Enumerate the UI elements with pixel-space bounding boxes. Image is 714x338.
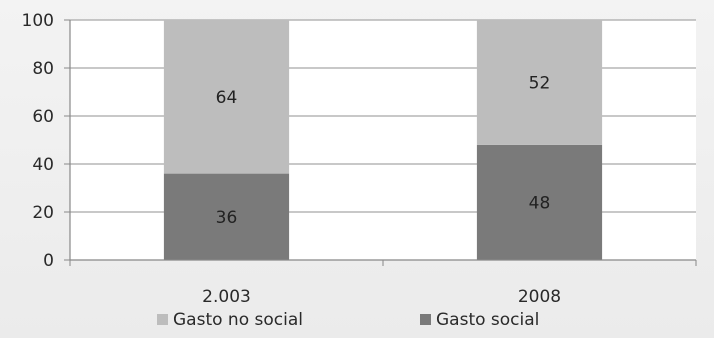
y-tick-label: 40 bbox=[32, 155, 54, 175]
x-category-label: 2008 bbox=[518, 287, 561, 307]
axes bbox=[64, 19, 697, 266]
bars bbox=[163, 20, 603, 260]
labels: 0 20 40 60 80 100 36 64 2.003 48 52 2008 bbox=[22, 11, 562, 307]
y-tick-label: 80 bbox=[32, 59, 54, 79]
bar-segment-gasto-no-social bbox=[163, 20, 290, 174]
y-tick-label: 20 bbox=[32, 203, 54, 223]
legend: Gasto no social Gasto social bbox=[157, 310, 539, 330]
data-label: 36 bbox=[216, 208, 238, 228]
y-tick-label: 0 bbox=[43, 251, 54, 271]
legend-swatch bbox=[420, 314, 431, 325]
legend-entry: Gasto social bbox=[436, 310, 539, 330]
bar-segment-gasto-social bbox=[163, 173, 290, 260]
y-tick-label: 100 bbox=[22, 11, 54, 31]
bar-segment-gasto-social bbox=[476, 144, 603, 260]
legend-swatch bbox=[157, 314, 168, 325]
data-label: 52 bbox=[529, 73, 551, 93]
legend-entry: Gasto no social bbox=[173, 310, 303, 330]
data-label: 64 bbox=[216, 88, 238, 108]
data-label: 48 bbox=[529, 193, 551, 213]
y-tick-label: 60 bbox=[32, 107, 54, 127]
bar-segment-gasto-no-social bbox=[476, 20, 603, 145]
x-category-label: 2.003 bbox=[202, 287, 251, 307]
